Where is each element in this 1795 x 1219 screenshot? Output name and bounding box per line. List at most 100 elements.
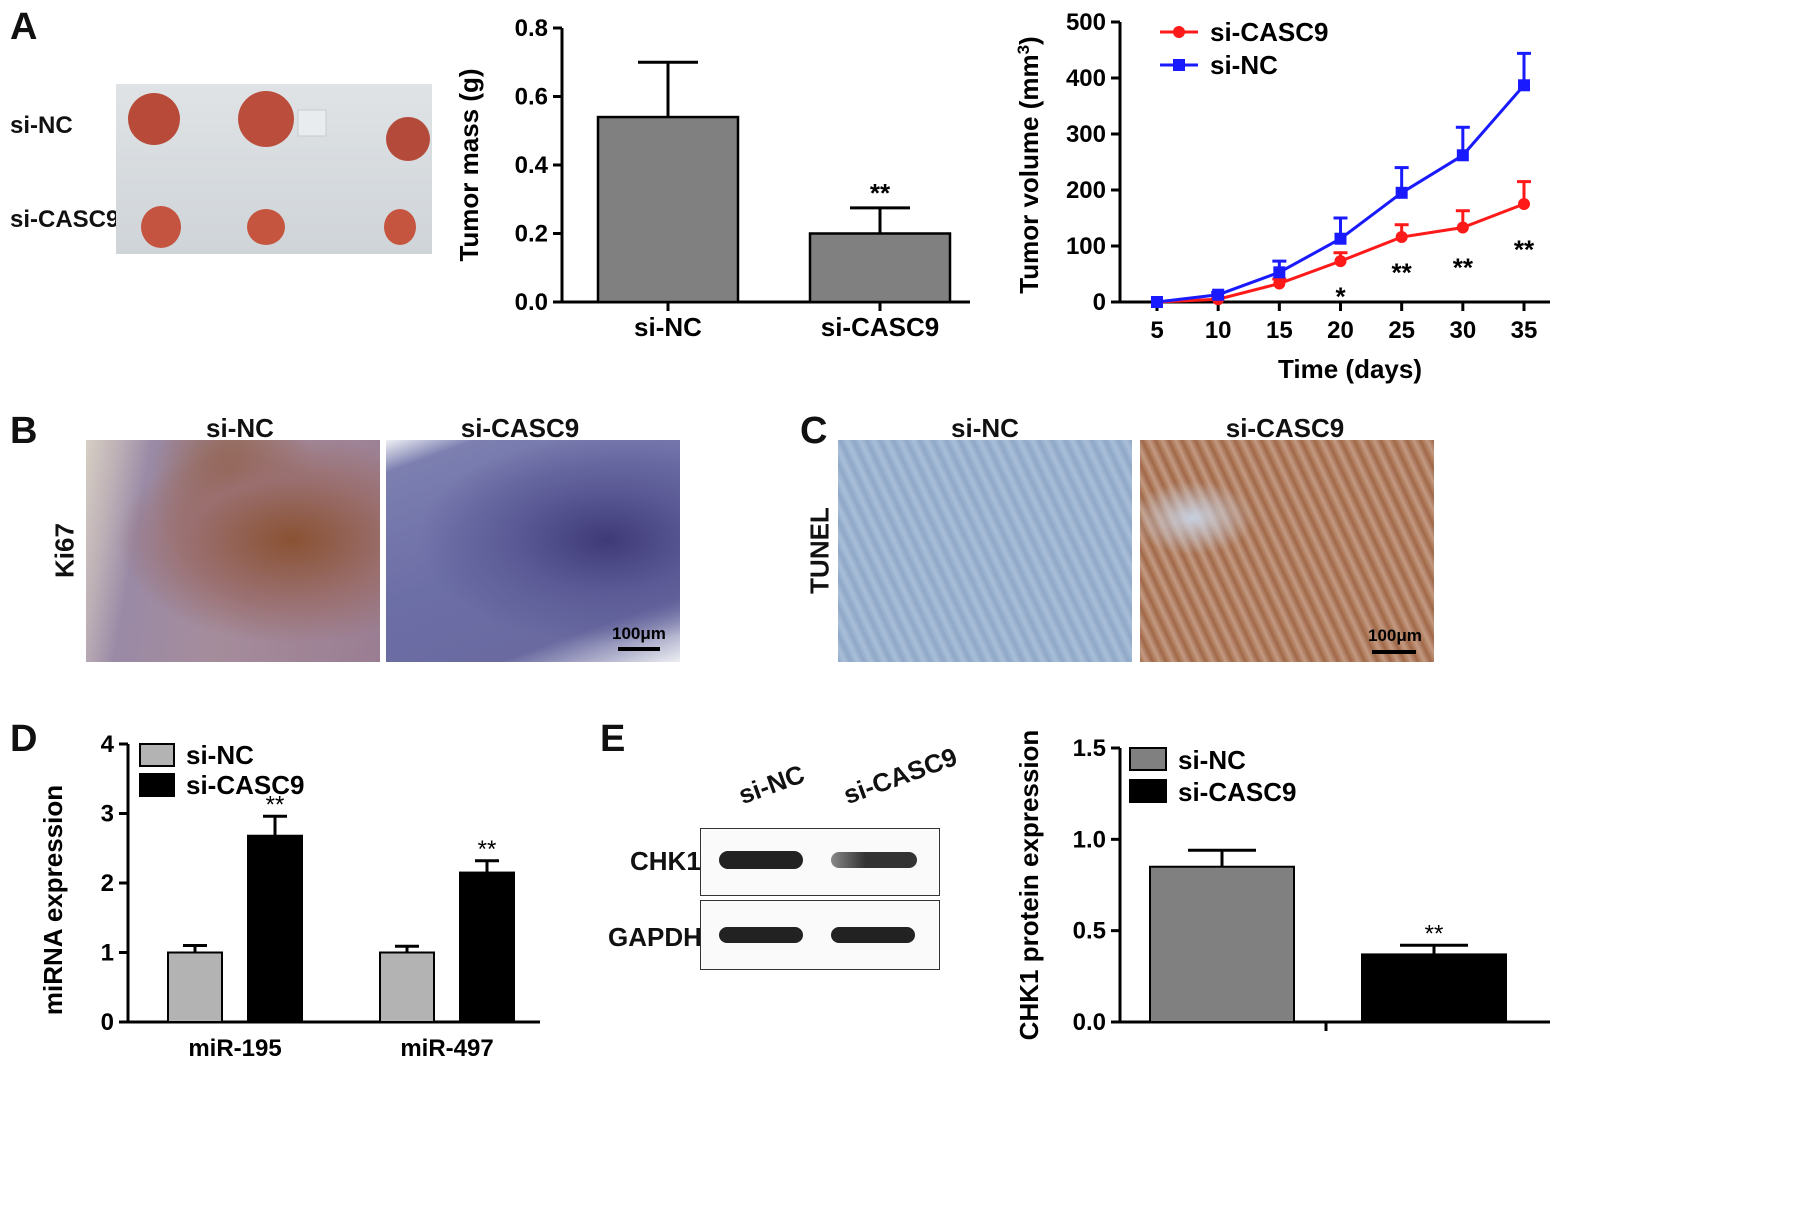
mirna-bar-si-NC-miR-195 <box>167 951 223 1023</box>
volume-x-axis-title: Time (days) <box>1278 354 1422 384</box>
mass-bar-si-CASC9 <box>808 232 952 304</box>
volume-y-tick-label: 0 <box>1093 289 1106 316</box>
panel-c-scale-bar <box>1372 650 1416 654</box>
mirna-y-tick-label: 1 <box>101 940 114 967</box>
mirna-x-tick-label: miR-195 <box>188 1035 281 1062</box>
panel-label-a: A <box>10 6 38 48</box>
tumor-si-casc9-3 <box>384 209 416 245</box>
tumor-si-nc-3 <box>386 117 430 161</box>
volume-significance-label: ** <box>1392 257 1413 287</box>
mass-x-tick-label: si-NC <box>634 312 702 342</box>
chart-chk1-protein: 0.0 0.5 1.0 1.5 CHK1 protein expression si-NC… <box>1014 730 1550 1040</box>
mirna-bar-si-CASC9-miR-195 <box>247 834 303 1023</box>
volume-point-si-NC <box>1273 266 1286 279</box>
blot-chk1-membrane <box>700 828 940 896</box>
panel-label-b: B <box>10 410 38 452</box>
photo-row-label-si-casc9: si-CASC9 <box>10 206 120 233</box>
volume-x-tick-label: 30 <box>1449 317 1476 344</box>
volume-x-tick-label: 15 <box>1266 317 1293 344</box>
chk1-legend-label: si-NC <box>1178 745 1246 775</box>
tumor-fragment <box>297 109 327 137</box>
tumor-si-casc9-2 <box>247 209 285 245</box>
mirna-y-tick-label: 4 <box>101 731 115 758</box>
panel-b-col-si-nc: si-NC <box>206 413 274 443</box>
mirna-bar-si-NC-miR-497 <box>379 951 435 1023</box>
volume-legend-label: si-CASC9 <box>1210 17 1328 47</box>
panel-b-scale-text: 100μm <box>612 624 666 643</box>
volume-significance-label: * <box>1335 282 1346 312</box>
chk1-legend-swatch <box>1129 779 1167 803</box>
panel-c-row-tunel: TUNEL <box>804 507 835 594</box>
photo-row-label-si-nc: si-NC <box>10 112 73 139</box>
chk1-y-tick-label: 1.5 <box>1073 735 1106 762</box>
volume-point-si-CASC9 <box>1518 198 1530 210</box>
blot-gapdh-band-si-casc9 <box>831 927 915 943</box>
mirna-x-tick-label: miR-497 <box>400 1035 493 1062</box>
mass-y-axis-title: Tumor mass (g) <box>454 68 484 261</box>
mirna-y-tick-label: 0 <box>101 1009 114 1036</box>
mass-significance-label: ** <box>870 178 891 208</box>
chk1-y-tick-label: 1.0 <box>1073 826 1106 853</box>
chk1-bar-si-CASC9 <box>1361 953 1507 1023</box>
chk1-legend-label: si-CASC9 <box>1178 777 1296 807</box>
tunel-si-nc-image <box>838 440 1132 662</box>
volume-significance-label: ** <box>1453 252 1474 282</box>
blot-row-label-gapdh: GAPDH <box>608 922 702 952</box>
panel-c-col-si-casc9: si-CASC9 <box>1225 413 1345 443</box>
chart-mirna-expression: 0 1 2 3 4 miRNA expression ** miR-195 ** miR-497 s… <box>40 731 540 1062</box>
volume-point-si-NC <box>1395 186 1408 199</box>
volume-point-si-NC <box>1151 296 1163 308</box>
tunel-si-casc9-image <box>1140 440 1434 662</box>
volume-y-tick-label: 100 <box>1066 233 1106 260</box>
blot-row-label-chk1: CHK1 <box>630 846 701 876</box>
mass-y-tick-label: 0.8 <box>515 15 548 42</box>
volume-x-tick-label: 5 <box>1150 317 1163 344</box>
chart-tumor-mass: 0.0 0.2 0.4 0.6 0.8 Tumor mass (g) si-NC si-CAS… <box>454 15 970 342</box>
volume-point-si-CASC9 <box>1456 221 1469 234</box>
volume-y-axis-title: Tumor volume (mm3) <box>1014 36 1045 293</box>
panel-label-e: E <box>600 718 626 760</box>
chart-tumor-volume: 0 100 200 300 400 500 5 10 15 20 25 30 35 Time (days)… <box>1014 9 1550 384</box>
volume-legend-label: si-NC <box>1210 50 1278 80</box>
volume-point-si-CASC9 <box>1395 231 1408 244</box>
tumor-si-nc-1 <box>128 93 180 145</box>
mass-y-tick-label: 0.2 <box>515 221 548 248</box>
panel-b-row-ki67: Ki67 <box>49 523 80 578</box>
mirna-significance-label: ** <box>478 836 497 863</box>
tumor-si-nc-2 <box>238 91 294 147</box>
blot-lane-label-si-nc: si-NC <box>734 758 809 811</box>
chk1-legend-swatch <box>1129 747 1167 771</box>
blot-chk1-band-si-casc9 <box>831 852 917 868</box>
mass-x-tick-label: si-CASC9 <box>821 312 939 342</box>
mass-y-tick-label: 0.4 <box>515 152 549 179</box>
volume-y-tick-label: 300 <box>1066 121 1106 148</box>
panel-b-scale-bar <box>618 647 660 651</box>
panel-c-col-si-nc: si-NC <box>951 413 1019 443</box>
volume-x-tick-label: 10 <box>1205 317 1232 344</box>
volume-x-tick-label: 25 <box>1388 317 1415 344</box>
blot-chk1-band-si-nc <box>719 851 803 869</box>
volume-significance-label: ** <box>1514 234 1535 264</box>
panel-c-scale-text: 100μm <box>1368 626 1422 645</box>
mirna-y-axis-title: miRNA expression <box>40 785 68 1015</box>
ki67-si-nc-image <box>86 440 380 662</box>
mirna-y-tick-label: 2 <box>101 870 114 897</box>
volume-y-tick-label: 500 <box>1066 9 1106 36</box>
panel-label-c: C <box>800 410 828 452</box>
blot-gapdh-band-si-nc <box>719 927 803 943</box>
volume-legend-marker <box>1173 59 1185 71</box>
volume-point-si-NC <box>1518 79 1530 92</box>
ki67-si-casc9-image <box>386 440 680 662</box>
volume-point-si-NC <box>1456 149 1469 162</box>
mirna-legend-label: si-NC <box>186 740 254 770</box>
volume-x-tick-label: 20 <box>1327 317 1354 344</box>
volume-y-tick-label: 400 <box>1066 65 1106 92</box>
volume-point-si-NC <box>1212 288 1225 301</box>
chk1-significance-label: ** <box>1425 920 1444 947</box>
panel-b-col-si-casc9: si-CASC9 <box>460 413 580 443</box>
mirna-legend-swatch <box>139 743 175 767</box>
volume-point-si-CASC9 <box>1334 255 1347 268</box>
chk1-y-tick-label: 0.5 <box>1073 918 1106 945</box>
chk1-y-tick-label: 0.0 <box>1073 1009 1106 1036</box>
mirna-y-tick-label: 3 <box>101 801 114 828</box>
